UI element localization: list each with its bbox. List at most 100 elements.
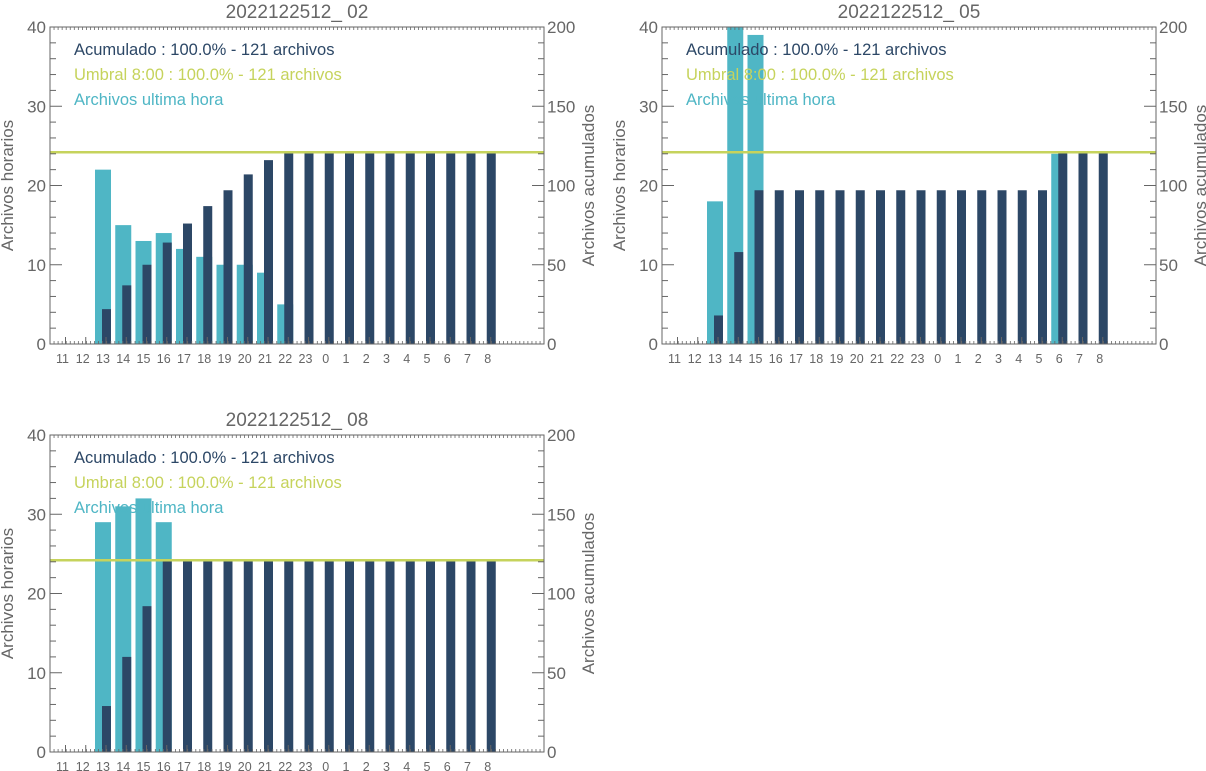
cumulative-bar-14 xyxy=(122,656,132,752)
bars-group xyxy=(95,152,496,344)
legend-entry: Umbral 8:00 : 100.0% - 121 archivos xyxy=(74,474,342,492)
cumulative-bar-15 xyxy=(142,264,152,344)
y-tick-label: 30 xyxy=(27,97,46,116)
cumulative-bar-1 xyxy=(345,152,354,344)
x-tick-label: 23 xyxy=(911,352,925,366)
y-axis-title: Archivos horarios xyxy=(610,120,629,251)
y-tick-label: 30 xyxy=(27,505,46,524)
y-tick-label: 10 xyxy=(27,664,46,683)
cumulative-bar-22 xyxy=(284,152,294,344)
cumulative-bar-16 xyxy=(162,242,172,344)
cumulative-bar-20 xyxy=(855,190,865,344)
y-tick-label: 40 xyxy=(27,18,46,37)
x-tick-label: 13 xyxy=(96,760,110,771)
x-tick-label: 7 xyxy=(464,352,471,366)
bars-group xyxy=(707,27,1108,344)
cumulative-bar-16 xyxy=(774,190,784,344)
x-tick-label: 22 xyxy=(278,352,292,366)
cumulative-bar-15 xyxy=(142,606,152,752)
x-tick-label: 21 xyxy=(870,352,884,366)
x-tick-label: 5 xyxy=(424,352,431,366)
cumulative-bar-4 xyxy=(405,560,415,752)
y-right-tick-label: 200 xyxy=(1159,18,1187,37)
cumulative-bar-0 xyxy=(936,190,946,344)
x-tick-label: 3 xyxy=(383,760,390,771)
y-axis-title: Archivos horarios xyxy=(0,528,17,659)
y-tick-label: 40 xyxy=(27,426,46,445)
y-right-axis-title: Archivos acumulados xyxy=(579,513,598,675)
cumulative-bar-6 xyxy=(1058,152,1068,344)
x-tick-label: 7 xyxy=(464,760,471,771)
x-tick-label: 13 xyxy=(96,352,110,366)
y-right-tick-label: 50 xyxy=(547,256,566,275)
cumulative-bar-3 xyxy=(385,560,395,752)
x-tick-label: 2 xyxy=(363,760,370,771)
cumulative-bar-15 xyxy=(754,190,764,344)
cumulative-bar-8 xyxy=(486,152,496,344)
cumulative-bar-4 xyxy=(405,152,415,344)
chart-title: 2022122512_ 05 xyxy=(838,2,981,23)
cumulative-bar-8 xyxy=(486,560,496,752)
cumulative-bar-23 xyxy=(304,152,314,344)
cumulative-bar-17 xyxy=(183,560,192,752)
y-tick-label: 20 xyxy=(27,177,46,196)
x-tick-label: 0 xyxy=(322,760,329,771)
cumulative-bar-2 xyxy=(365,152,375,344)
y-right-tick-label: 150 xyxy=(547,97,575,116)
x-tick-label: 16 xyxy=(157,760,171,771)
cumulative-bar-8 xyxy=(1098,152,1108,344)
y-right-tick-label: 200 xyxy=(547,426,575,445)
legend-entry: Umbral 8:00 : 100.0% - 121 archivos xyxy=(686,66,954,84)
cumulative-bar-1 xyxy=(345,560,354,752)
x-tick-label: 4 xyxy=(403,352,410,366)
cumulative-bar-22 xyxy=(284,560,294,752)
x-tick-label: 14 xyxy=(116,760,130,771)
x-tick-label: 16 xyxy=(157,352,171,366)
axis-ticks xyxy=(49,26,544,345)
legend-entry: Acumulado : 100.0% - 121 archivos xyxy=(74,41,334,59)
x-tick-label: 3 xyxy=(383,352,390,366)
x-tick-label: 4 xyxy=(403,760,410,771)
x-tick-label: 4 xyxy=(1015,352,1022,366)
cumulative-bar-23 xyxy=(916,190,926,344)
axis-ticks xyxy=(661,26,1156,345)
y-right-tick-label: 100 xyxy=(1159,177,1187,196)
y-right-tick-label: 50 xyxy=(547,664,566,683)
y-right-tick-label: 0 xyxy=(547,335,556,354)
x-tick-label: 17 xyxy=(177,352,191,366)
x-tick-label: 12 xyxy=(76,760,90,771)
cumulative-bar-21 xyxy=(264,160,273,344)
cumulative-bar-14 xyxy=(734,252,744,344)
x-tick-label: 8 xyxy=(1096,352,1103,366)
x-tick-label: 1 xyxy=(343,352,350,366)
y-tick-label: 0 xyxy=(649,335,658,354)
y-right-tick-label: 0 xyxy=(1159,335,1168,354)
cumulative-bar-19 xyxy=(223,190,233,344)
x-tick-label: 2 xyxy=(975,352,982,366)
x-tick-label: 7 xyxy=(1076,352,1083,366)
y-right-tick-label: 50 xyxy=(1159,256,1178,275)
y-right-axis-title: Archivos acumulados xyxy=(579,105,598,267)
cumulative-bar-5 xyxy=(426,560,435,752)
cumulative-bar-21 xyxy=(876,190,885,344)
cumulative-bar-22 xyxy=(896,190,906,344)
x-tick-label: 15 xyxy=(137,760,151,771)
cumulative-bar-7 xyxy=(466,560,476,752)
cumulative-bar-18 xyxy=(203,206,213,344)
legend-entry: Acumulado : 100.0% - 121 archivos xyxy=(686,41,946,59)
x-tick-label: 20 xyxy=(850,352,864,366)
cumulative-bar-17 xyxy=(795,190,804,344)
x-tick-label: 22 xyxy=(278,760,292,771)
x-tick-label: 21 xyxy=(258,352,272,366)
cumulative-bar-4 xyxy=(1017,190,1027,344)
y-tick-label: 10 xyxy=(639,256,658,275)
cumulative-bar-19 xyxy=(835,190,845,344)
legend-entry: Umbral 8:00 : 100.0% - 121 archivos xyxy=(74,66,342,84)
x-tick-label: 6 xyxy=(444,760,451,771)
y-right-axis-title: Archivos acumulados xyxy=(1191,105,1206,267)
cumulative-bar-13 xyxy=(102,706,111,752)
y-right-tick-label: 0 xyxy=(547,743,556,762)
legend-entry: Archivos ultima hora xyxy=(686,91,836,109)
x-tick-label: 13 xyxy=(708,352,722,366)
